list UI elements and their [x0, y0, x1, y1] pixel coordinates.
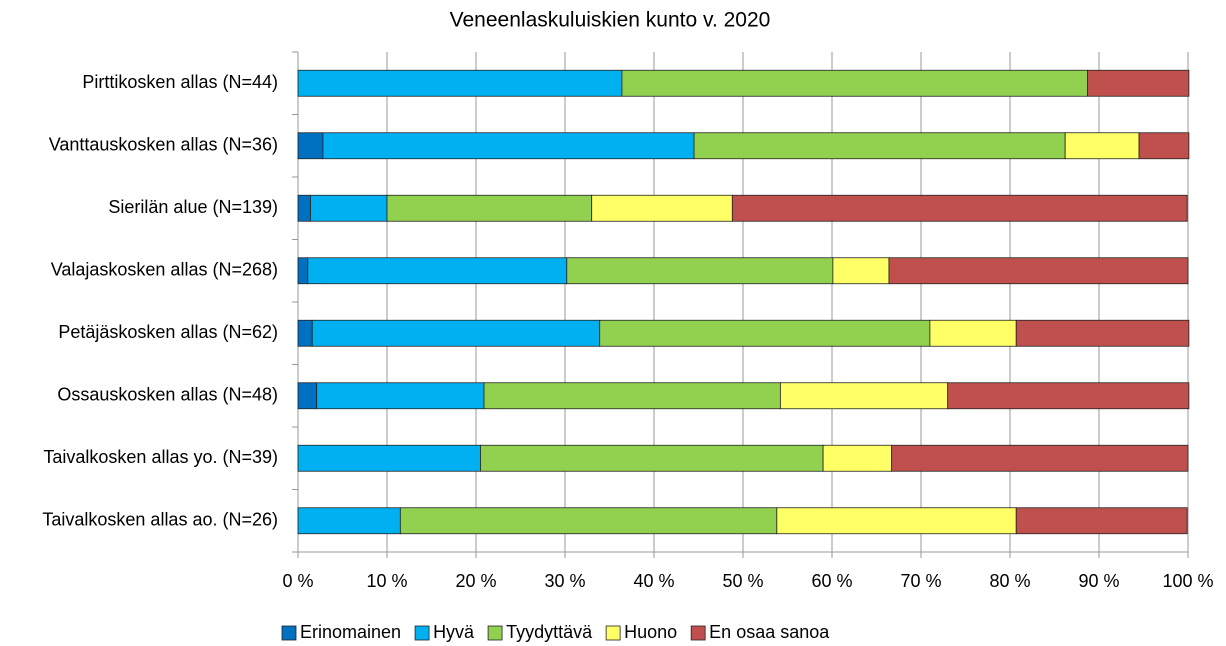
bar-segment [297, 507, 401, 535]
legend-label: En osaa sanoa [709, 622, 830, 642]
bar-segment [779, 382, 949, 410]
bar-segment [297, 319, 313, 347]
bar-segment [399, 507, 778, 535]
chart-title: Veneenlaskuluiskien kunto v. 2020 [450, 9, 771, 32]
bar-segment [297, 382, 318, 410]
bar-segment [888, 257, 1189, 285]
bar-segment [297, 257, 309, 285]
bar-segment [776, 507, 1017, 535]
bar-segment [297, 444, 481, 472]
bar-segment [599, 319, 931, 347]
legend-swatch [605, 625, 621, 641]
bar-segment [591, 194, 733, 222]
y-tick-label: Valajaskosken allas (N=268) [51, 260, 278, 280]
x-tick-label: 70 % [900, 571, 941, 591]
bar-segment [1087, 69, 1190, 97]
legend-label: Huono [624, 622, 677, 642]
y-tick-label: Petäjäskosken allas (N=62) [58, 322, 278, 342]
y-tick-label: Sierilän alue (N=139) [108, 197, 278, 217]
bar-segment [693, 132, 1066, 160]
x-tick-label: 50 % [722, 571, 763, 591]
bar-segment [310, 194, 388, 222]
bar-segment [307, 257, 568, 285]
x-tick-label: 10 % [366, 571, 407, 591]
x-tick-label: 100 % [1162, 571, 1213, 591]
bar-segment [1015, 319, 1190, 347]
bar-segment [297, 69, 623, 97]
bar-segment [822, 444, 893, 472]
x-tick-label: 90 % [1078, 571, 1119, 591]
y-tick-label: Vanttauskosken allas (N=36) [49, 135, 278, 155]
x-tick-label: 80 % [989, 571, 1030, 591]
bar-segment [891, 444, 1189, 472]
x-tick-label: 30 % [544, 571, 585, 591]
x-tick-label: 60 % [811, 571, 852, 591]
x-tick-label: 40 % [633, 571, 674, 591]
bar-segment [480, 444, 824, 472]
bar-segment [316, 382, 485, 410]
y-tick-label: Pirttikosken allas (N=44) [82, 72, 278, 92]
bar-segment [566, 257, 834, 285]
bar-segment [297, 132, 324, 160]
x-tick-label: 0 % [282, 571, 313, 591]
bar-segment [297, 194, 311, 222]
bar-segment [1064, 132, 1140, 160]
legend-label: Hyvä [433, 622, 475, 642]
bar-segment [1015, 507, 1188, 535]
legend-swatch [281, 625, 297, 641]
bar-segment [386, 194, 593, 222]
bar-segment [483, 382, 781, 410]
y-tick-label: Taivalkosken allas ao. (N=26) [42, 510, 278, 530]
bar-segment [1138, 132, 1190, 160]
x-tick-label: 20 % [455, 571, 496, 591]
y-tick-label: Ossauskosken allas (N=48) [57, 385, 278, 405]
bar-segment [311, 319, 601, 347]
legend-label: Erinomainen [300, 622, 401, 642]
bar-segment [929, 319, 1017, 347]
bar-segment [832, 257, 890, 285]
legend-swatch [414, 625, 430, 641]
y-tick-label: Taivalkosken allas yo. (N=39) [43, 447, 278, 467]
bar-segment [731, 194, 1188, 222]
bar-segment [621, 69, 1088, 97]
legend-swatch [487, 625, 503, 641]
legend-swatch [690, 625, 706, 641]
bar-segment [947, 382, 1190, 410]
legend-label: Tyydyttävä [506, 622, 593, 642]
bar-segment [322, 132, 695, 160]
